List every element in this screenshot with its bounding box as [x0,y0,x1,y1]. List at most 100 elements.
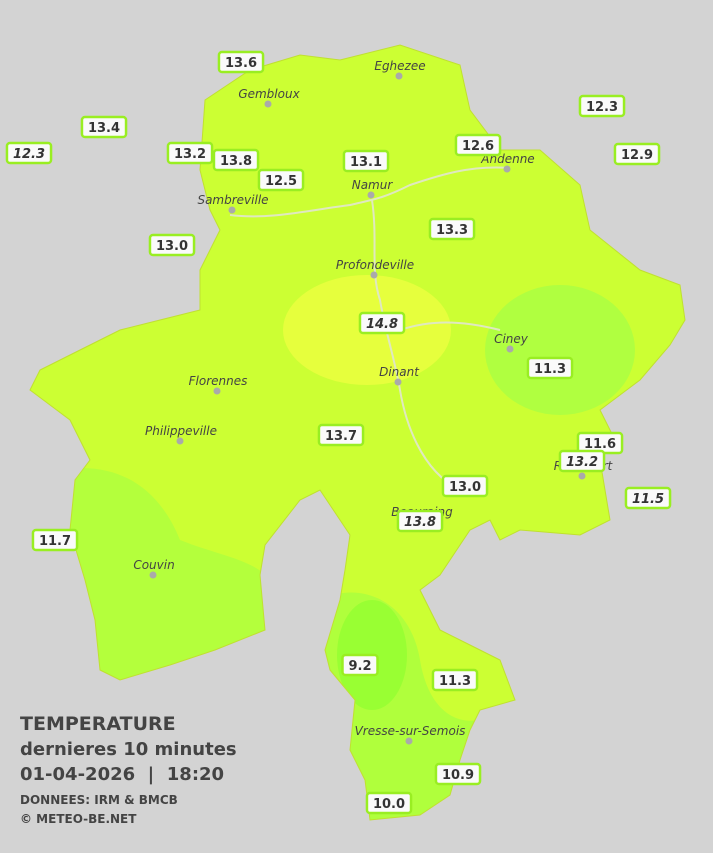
station-box [428,217,476,241]
city-name: Dinant [379,365,420,379]
station: 13.0 [441,474,489,498]
station-value: 13.2 [566,455,598,470]
station-value: 13.8 [220,154,252,169]
city-dot [176,437,184,445]
station: 13.6 [217,50,265,74]
river [229,166,511,491]
station: 13.4 [80,115,128,139]
station: 12.3 [5,141,53,165]
station-box [80,115,128,139]
station-value: 13.0 [156,239,188,254]
cities: EghezeeGemblouxAndenneNamurSambrevillePr… [133,59,614,745]
station-box [365,791,413,815]
station: 13.2 [166,141,214,165]
city-dot [395,72,403,80]
station-box [624,486,672,510]
station-box [148,233,196,257]
station-box [5,141,53,165]
station-box [396,509,444,533]
city-name: Gembloux [238,87,300,101]
city-name: Namur [352,178,394,192]
station: 11.3 [526,356,574,380]
station: 13.8 [212,148,260,172]
station-value: 12.5 [265,174,297,189]
footer-subtitle: dernieres 10 minutes [20,739,237,760]
station-value: 12.3 [13,147,45,162]
station: 12.9 [613,142,661,166]
city-dot [578,472,586,480]
station: 9.2 [341,653,379,677]
station-value: 11.6 [584,437,616,452]
city-name: Florennes [189,374,248,388]
station-box [31,528,79,552]
station-box [441,474,489,498]
station-box [317,423,365,447]
station-box [212,148,260,172]
station: 11.6 [576,431,624,455]
station: 11.5 [624,486,672,510]
stations: 13.6 13.4 12.3 13.2 13.8 12.5 13.1 12.6 12.3 12.9… [5,50,672,815]
station-box [613,142,661,166]
city-name: Vresse-sur-Semois [355,724,466,738]
city-dot [506,345,514,353]
station-box [454,133,502,157]
station-value: 10.0 [373,797,405,812]
station-value: 13.2 [174,147,206,162]
footer-title: TEMPERATURE [20,713,176,735]
city-dot [228,206,236,214]
station-value: 12.3 [586,100,618,115]
station: 13.7 [317,423,365,447]
zone-cool [485,285,635,415]
city-name: Philippeville [145,424,217,438]
station-value: 11.5 [632,492,664,507]
station-box [217,50,265,74]
city-name: Profondeville [336,258,414,272]
station-value: 11.3 [439,674,471,689]
station-box [431,668,479,692]
city-dot [394,378,402,386]
station-value: 14.8 [366,317,398,332]
station-box [578,94,626,118]
footer-source: DONNEES: IRM & BMCB [20,793,178,807]
city-dot [370,271,378,279]
zone-cool [60,468,280,700]
city-dot [149,571,157,579]
station-value: 12.9 [621,148,653,163]
station: 12.6 [454,133,502,157]
station-box [434,762,482,786]
station-value: 9.2 [348,659,371,674]
station-value: 13.4 [88,121,120,136]
station: 13.0 [148,233,196,257]
station: 12.3 [578,94,626,118]
city-name: Eghezee [374,59,425,73]
station: 13.8 [396,509,444,533]
station-value: 12.6 [462,139,494,154]
city-dot [405,737,413,745]
station: 11.7 [31,528,79,552]
station-value: 11.3 [534,362,566,377]
station-value: 13.8 [404,515,436,530]
station: 10.9 [434,762,482,786]
city-name: Ciney [494,332,529,346]
station: 13.3 [428,217,476,241]
station: 11.3 [431,668,479,692]
station-value: 10.9 [442,768,474,783]
city-dot [213,387,221,395]
station-value: 13.0 [449,480,481,495]
station-box [257,168,305,192]
city-dot [367,191,375,199]
station: 10.0 [365,791,413,815]
station: 14.8 [358,311,406,335]
station-value: 11.7 [39,534,71,549]
footer-copyright: © METEO-BE.NET [20,812,137,826]
city-name: Couvin [133,558,174,572]
city-dot [503,165,511,173]
station: 13.2 [558,449,606,473]
city-name: Sambreville [197,193,268,207]
station-box [341,653,379,677]
station: 13.1 [342,149,390,173]
station-box [526,356,574,380]
station-box [166,141,214,165]
station-box [558,449,606,473]
